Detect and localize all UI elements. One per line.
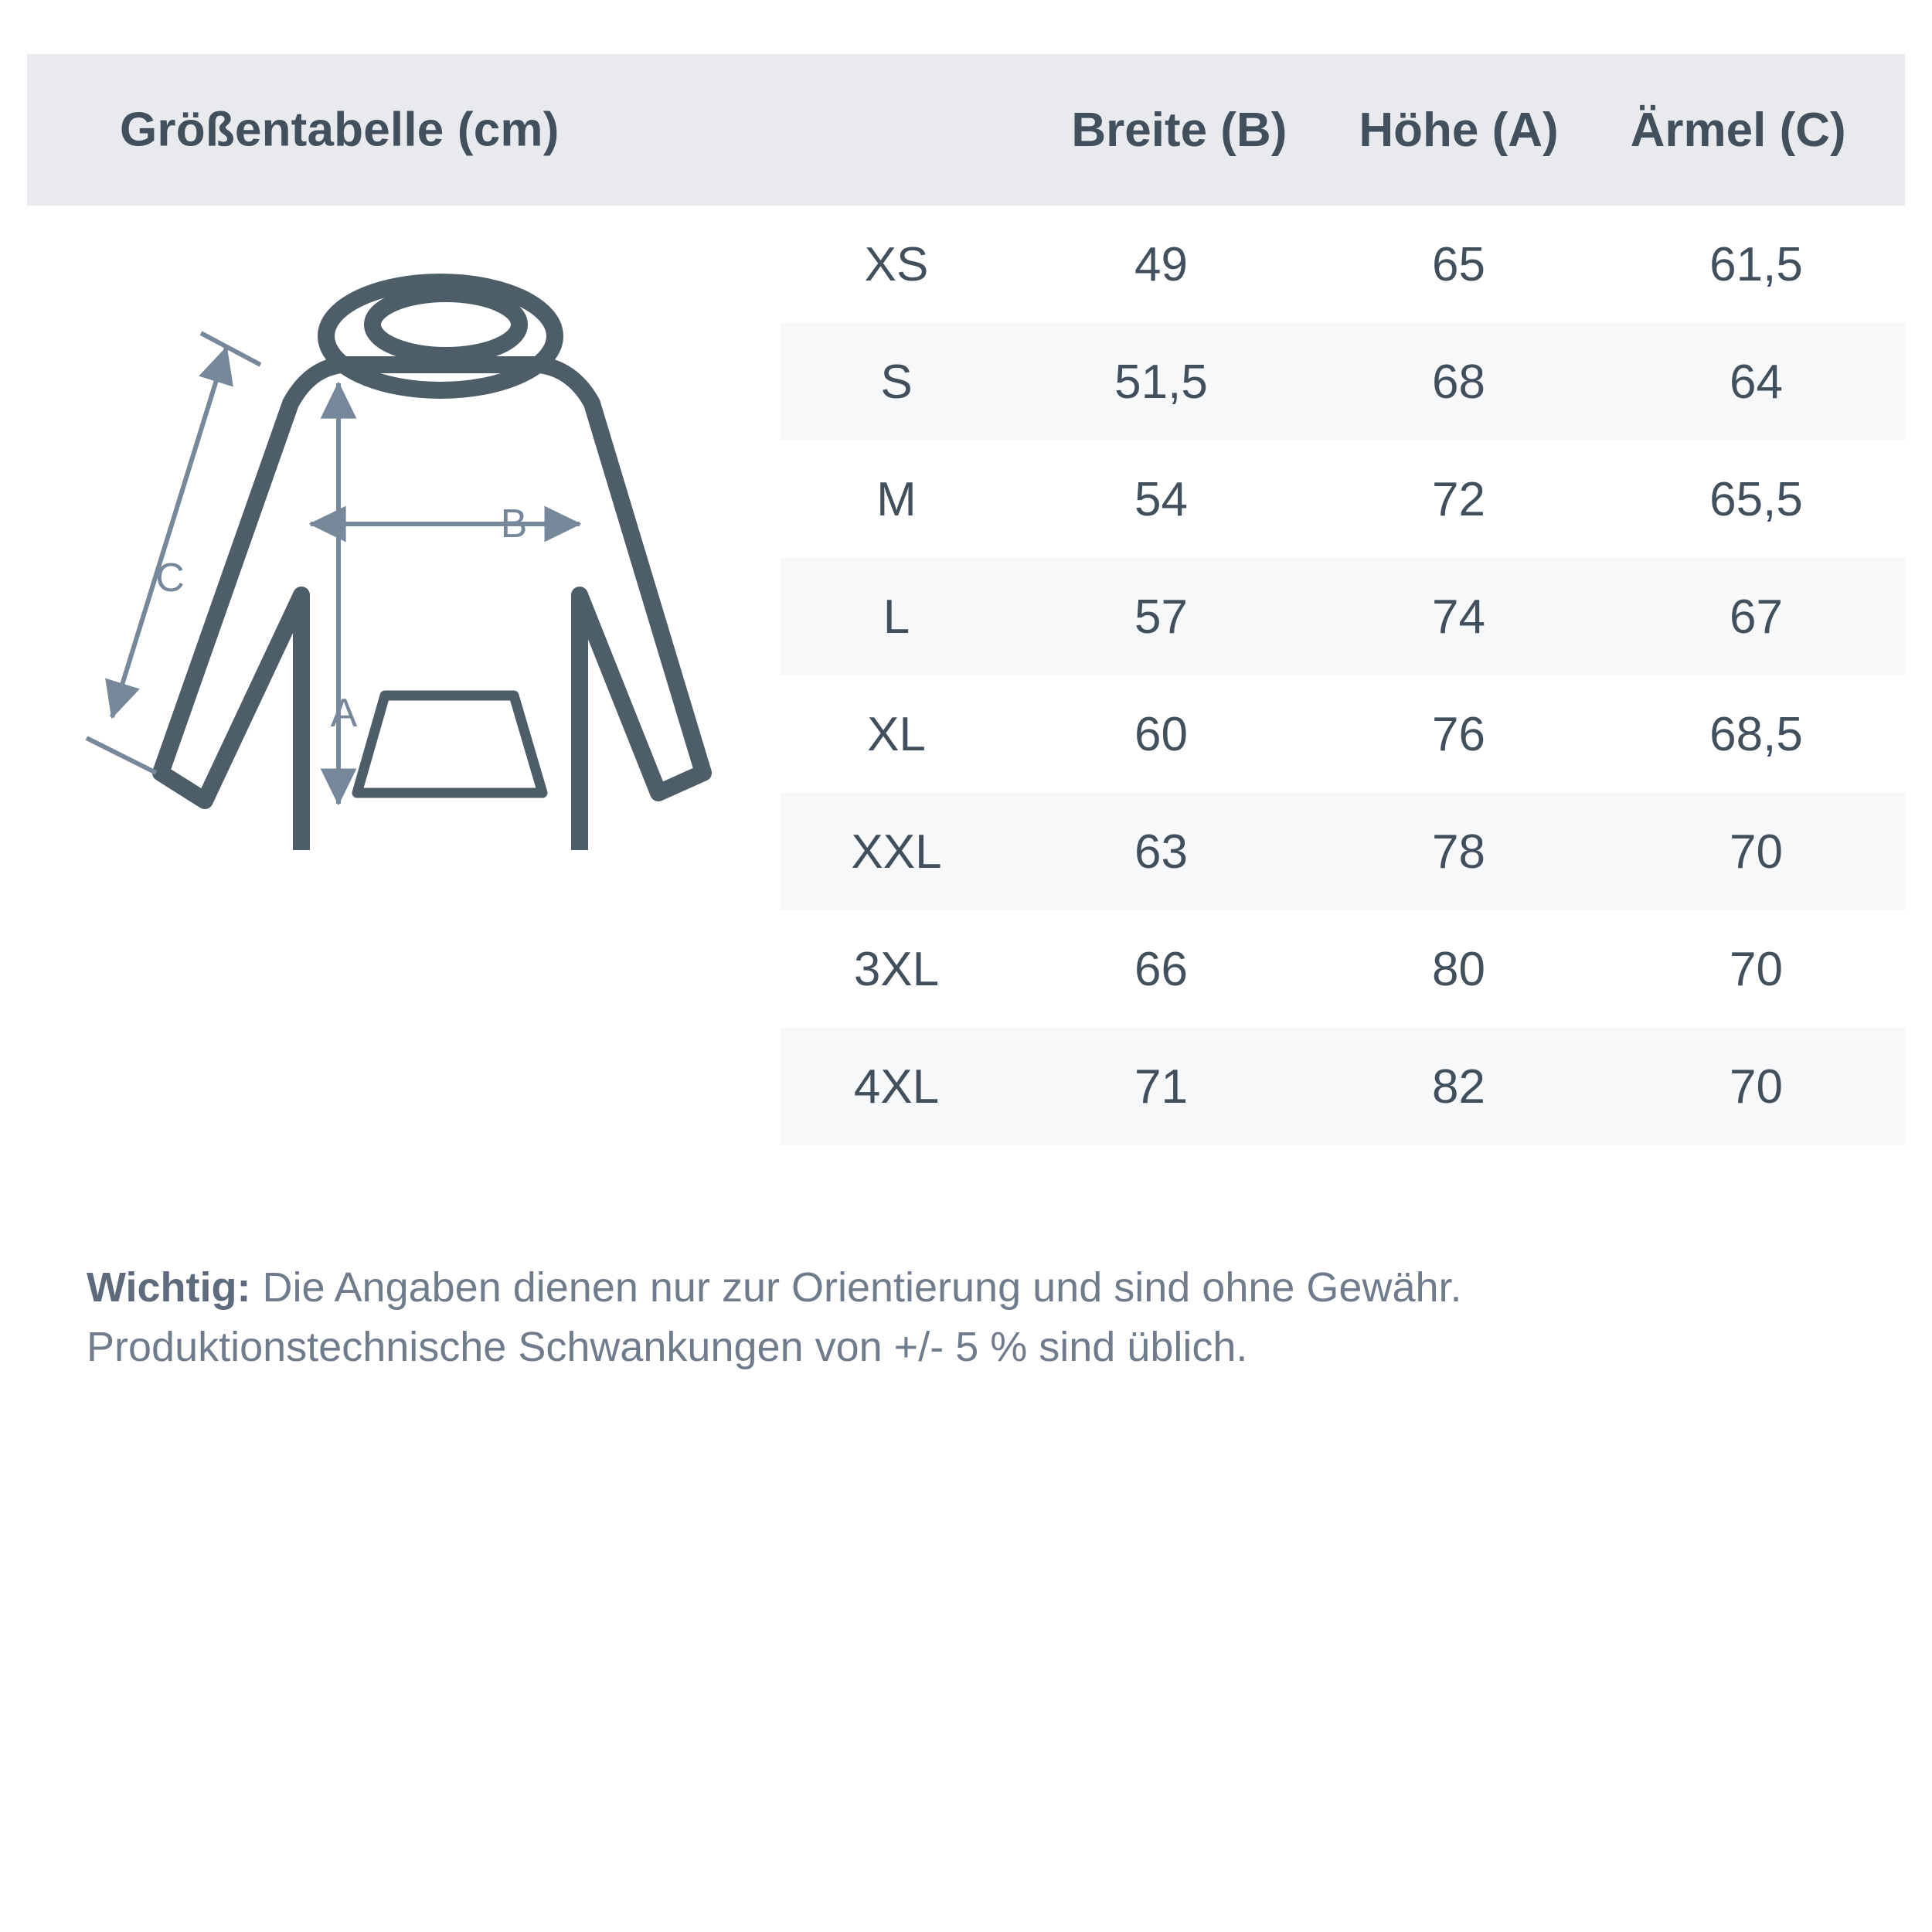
column-header-size — [808, 54, 1039, 206]
cell-hoehe: 80 — [1432, 942, 1485, 996]
disclaimer-text-1: Die Angaben dienen nur zur Orientierung … — [250, 1264, 1462, 1311]
hoodie-body-outline — [152, 356, 712, 850]
dimension-tick-c-bottom — [85, 736, 158, 775]
dimension-label-b: B — [501, 502, 528, 546]
cell-breite: 51,5 — [1114, 355, 1208, 409]
column-header-breite: Breite (B) — [1071, 103, 1287, 157]
page-title: Größentabelle (cm) — [120, 103, 560, 157]
cell-size: M — [876, 472, 917, 526]
disclaimer-note: Wichtig: Die Angaben dienen nur zur Orie… — [87, 1258, 1864, 1376]
cell-size: 4XL — [853, 1060, 940, 1114]
kangaroo-pocket — [352, 690, 548, 798]
table-row: S 51,5 68 64 — [781, 323, 1905, 440]
table-row: M 54 72 65,5 — [781, 440, 1905, 558]
cell-aermel: 67 — [1730, 590, 1783, 644]
cell-size: 3XL — [853, 942, 940, 996]
hood-inner-ring — [364, 285, 528, 364]
cell-aermel: 64 — [1730, 355, 1783, 409]
cell-aermel: 65,5 — [1709, 472, 1803, 526]
dimension-label-a: A — [331, 691, 358, 736]
dimension-line-c — [105, 345, 233, 719]
cell-aermel: 68,5 — [1709, 707, 1803, 761]
cell-hoehe: 65 — [1432, 237, 1485, 291]
cell-breite: 49 — [1134, 237, 1188, 291]
dimension-label-c: C — [155, 556, 185, 600]
cell-size: S — [880, 355, 913, 409]
cell-aermel: 70 — [1730, 942, 1783, 996]
cell-breite: 57 — [1134, 590, 1188, 644]
cell-hoehe: 68 — [1432, 355, 1485, 409]
hoodie-diagram: A B C — [70, 232, 765, 850]
cell-hoehe: 78 — [1432, 825, 1485, 879]
cell-size: L — [883, 590, 910, 644]
table-row: XL 60 76 68,5 — [781, 675, 1905, 793]
cell-breite: 71 — [1134, 1060, 1188, 1114]
table-row: XS 49 65 61,5 — [781, 206, 1905, 323]
dimension-lines — [85, 331, 582, 806]
column-header-aermel: Ärmel (C) — [1630, 103, 1846, 157]
table-header-band: Größentabelle (cm) Breite (B) Höhe (A) Ä… — [27, 54, 1905, 206]
cell-hoehe: 72 — [1432, 472, 1485, 526]
hoodie-illustration-svg: A B C — [85, 274, 712, 850]
cell-aermel: 70 — [1730, 1060, 1783, 1114]
disclaimer-line-2: Produktionstechnische Schwankungen von +… — [87, 1323, 1248, 1370]
cell-aermel: 70 — [1730, 825, 1783, 879]
cell-breite: 60 — [1134, 707, 1188, 761]
disclaimer-line-1: Wichtig: Die Angaben dienen nur zur Orie… — [87, 1258, 1864, 1318]
table-row: 3XL 66 80 70 — [781, 910, 1905, 1028]
size-table: XS 49 65 61,5 S 51,5 68 64 M 54 72 65,5 … — [781, 206, 1905, 1145]
table-row: XXL 63 78 70 — [781, 793, 1905, 910]
cell-breite: 66 — [1134, 942, 1188, 996]
hood-outer-ring — [318, 274, 563, 399]
column-header-hoehe: Höhe (A) — [1359, 103, 1559, 157]
table-row: L 57 74 67 — [781, 558, 1905, 675]
cell-hoehe: 76 — [1432, 707, 1485, 761]
dimension-tick-c-top — [199, 331, 262, 367]
cell-hoehe: 74 — [1432, 590, 1485, 644]
cell-size: XL — [867, 707, 926, 761]
cell-aermel: 61,5 — [1709, 237, 1803, 291]
cell-size: XS — [864, 237, 929, 291]
cell-size: XXL — [851, 825, 942, 879]
table-row: 4XL 71 82 70 — [781, 1028, 1905, 1145]
disclaimer-label: Wichtig: — [87, 1264, 251, 1311]
cell-breite: 54 — [1134, 472, 1188, 526]
cell-hoehe: 82 — [1432, 1060, 1485, 1114]
cell-breite: 63 — [1134, 825, 1188, 879]
column-header-row: Breite (B) Höhe (A) Ärmel (C) — [808, 54, 1878, 206]
